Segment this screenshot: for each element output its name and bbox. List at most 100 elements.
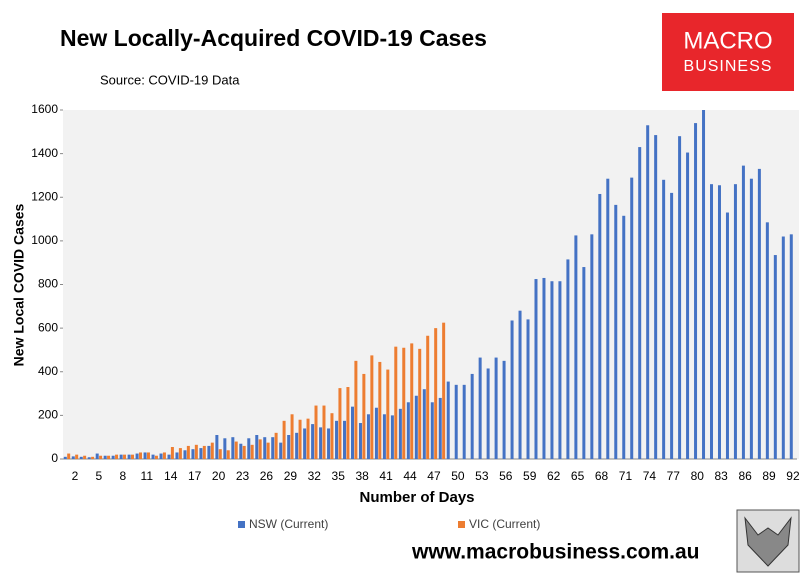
bar <box>83 455 87 459</box>
x-tick-label: 50 <box>451 469 465 483</box>
x-tick-label: 74 <box>643 469 657 483</box>
bar <box>598 193 602 459</box>
x-tick-label: 41 <box>379 469 393 483</box>
x-tick-label: 89 <box>762 469 776 483</box>
bar <box>502 360 506 459</box>
bar <box>194 444 198 459</box>
bar <box>358 423 362 459</box>
x-tick-label: 29 <box>284 469 298 483</box>
x-tick-label: 2 <box>72 469 79 483</box>
x-tick-label: 92 <box>786 469 800 483</box>
y-tick-label: 800 <box>38 277 58 291</box>
bar <box>79 456 83 459</box>
y-tick-label: 1200 <box>31 189 58 203</box>
bar <box>686 152 690 460</box>
bar <box>215 435 219 459</box>
y-tick-label: 1000 <box>31 233 58 247</box>
bar <box>255 435 259 459</box>
bar <box>622 215 626 459</box>
bar <box>303 428 307 459</box>
bar <box>186 445 190 459</box>
bar <box>414 395 418 459</box>
bar <box>250 444 254 459</box>
y-tick-label: 0 <box>51 451 58 465</box>
bar <box>290 414 294 459</box>
x-tick-label: 47 <box>427 469 441 483</box>
x-tick-label: 86 <box>738 469 752 483</box>
bar <box>749 178 753 459</box>
bar <box>306 418 310 459</box>
bar <box>115 454 119 459</box>
x-tick-label: 65 <box>571 469 585 483</box>
icon-shape <box>744 516 792 567</box>
footer-url: www.macrobusiness.com.au <box>411 541 699 564</box>
bar <box>131 454 135 459</box>
bar <box>107 455 111 459</box>
bar <box>454 384 458 459</box>
bar <box>654 135 658 459</box>
bar <box>398 408 402 459</box>
bar <box>154 455 158 459</box>
x-tick-label: 80 <box>691 469 705 483</box>
bar <box>178 448 182 459</box>
bar <box>438 397 442 459</box>
bar <box>343 420 347 459</box>
bar <box>75 454 79 459</box>
bar <box>223 438 227 459</box>
bar <box>733 184 737 459</box>
y-axis-label: New Local COVID Cases <box>11 203 27 366</box>
bar <box>382 414 386 459</box>
bar <box>271 437 275 459</box>
x-tick-label: 62 <box>547 469 561 483</box>
bar <box>741 165 745 459</box>
bar <box>694 123 698 460</box>
x-tick-label: 32 <box>308 469 322 483</box>
bar <box>127 454 131 459</box>
wolf-icon <box>736 509 800 573</box>
bar <box>159 453 163 459</box>
bar <box>370 355 374 459</box>
y-tick-label: 400 <box>38 364 58 378</box>
bar <box>138 452 142 459</box>
bar <box>143 452 147 459</box>
bar <box>534 279 538 459</box>
x-tick-label: 20 <box>212 469 226 483</box>
bar <box>99 455 103 459</box>
x-tick-label: 35 <box>332 469 346 483</box>
bar <box>678 136 682 460</box>
bar <box>167 454 171 459</box>
bar <box>630 177 634 459</box>
bar <box>638 147 642 460</box>
bar <box>91 456 95 459</box>
bar <box>338 388 342 459</box>
bar <box>242 445 246 459</box>
bar <box>710 184 714 459</box>
bar <box>287 435 291 459</box>
x-tick-label: 71 <box>619 469 633 483</box>
x-tick-label: 17 <box>188 469 202 483</box>
bar <box>670 192 674 459</box>
bar <box>526 319 530 459</box>
bar <box>282 420 286 459</box>
logo-text: MACRO <box>683 27 772 54</box>
bar <box>135 453 139 459</box>
bar <box>234 441 238 459</box>
bar <box>757 168 761 460</box>
bar <box>590 234 594 459</box>
bar <box>662 179 666 460</box>
bar <box>103 455 107 459</box>
bar <box>402 347 406 459</box>
bar <box>550 281 554 459</box>
bar <box>614 204 618 459</box>
bar <box>151 454 155 459</box>
bar <box>330 413 334 459</box>
bar <box>119 454 123 459</box>
bar <box>319 427 323 459</box>
bar <box>71 456 75 459</box>
bar <box>362 373 366 459</box>
x-tick-label: 83 <box>715 469 729 483</box>
bar <box>566 259 570 459</box>
bar <box>406 402 410 459</box>
bar <box>295 432 299 459</box>
